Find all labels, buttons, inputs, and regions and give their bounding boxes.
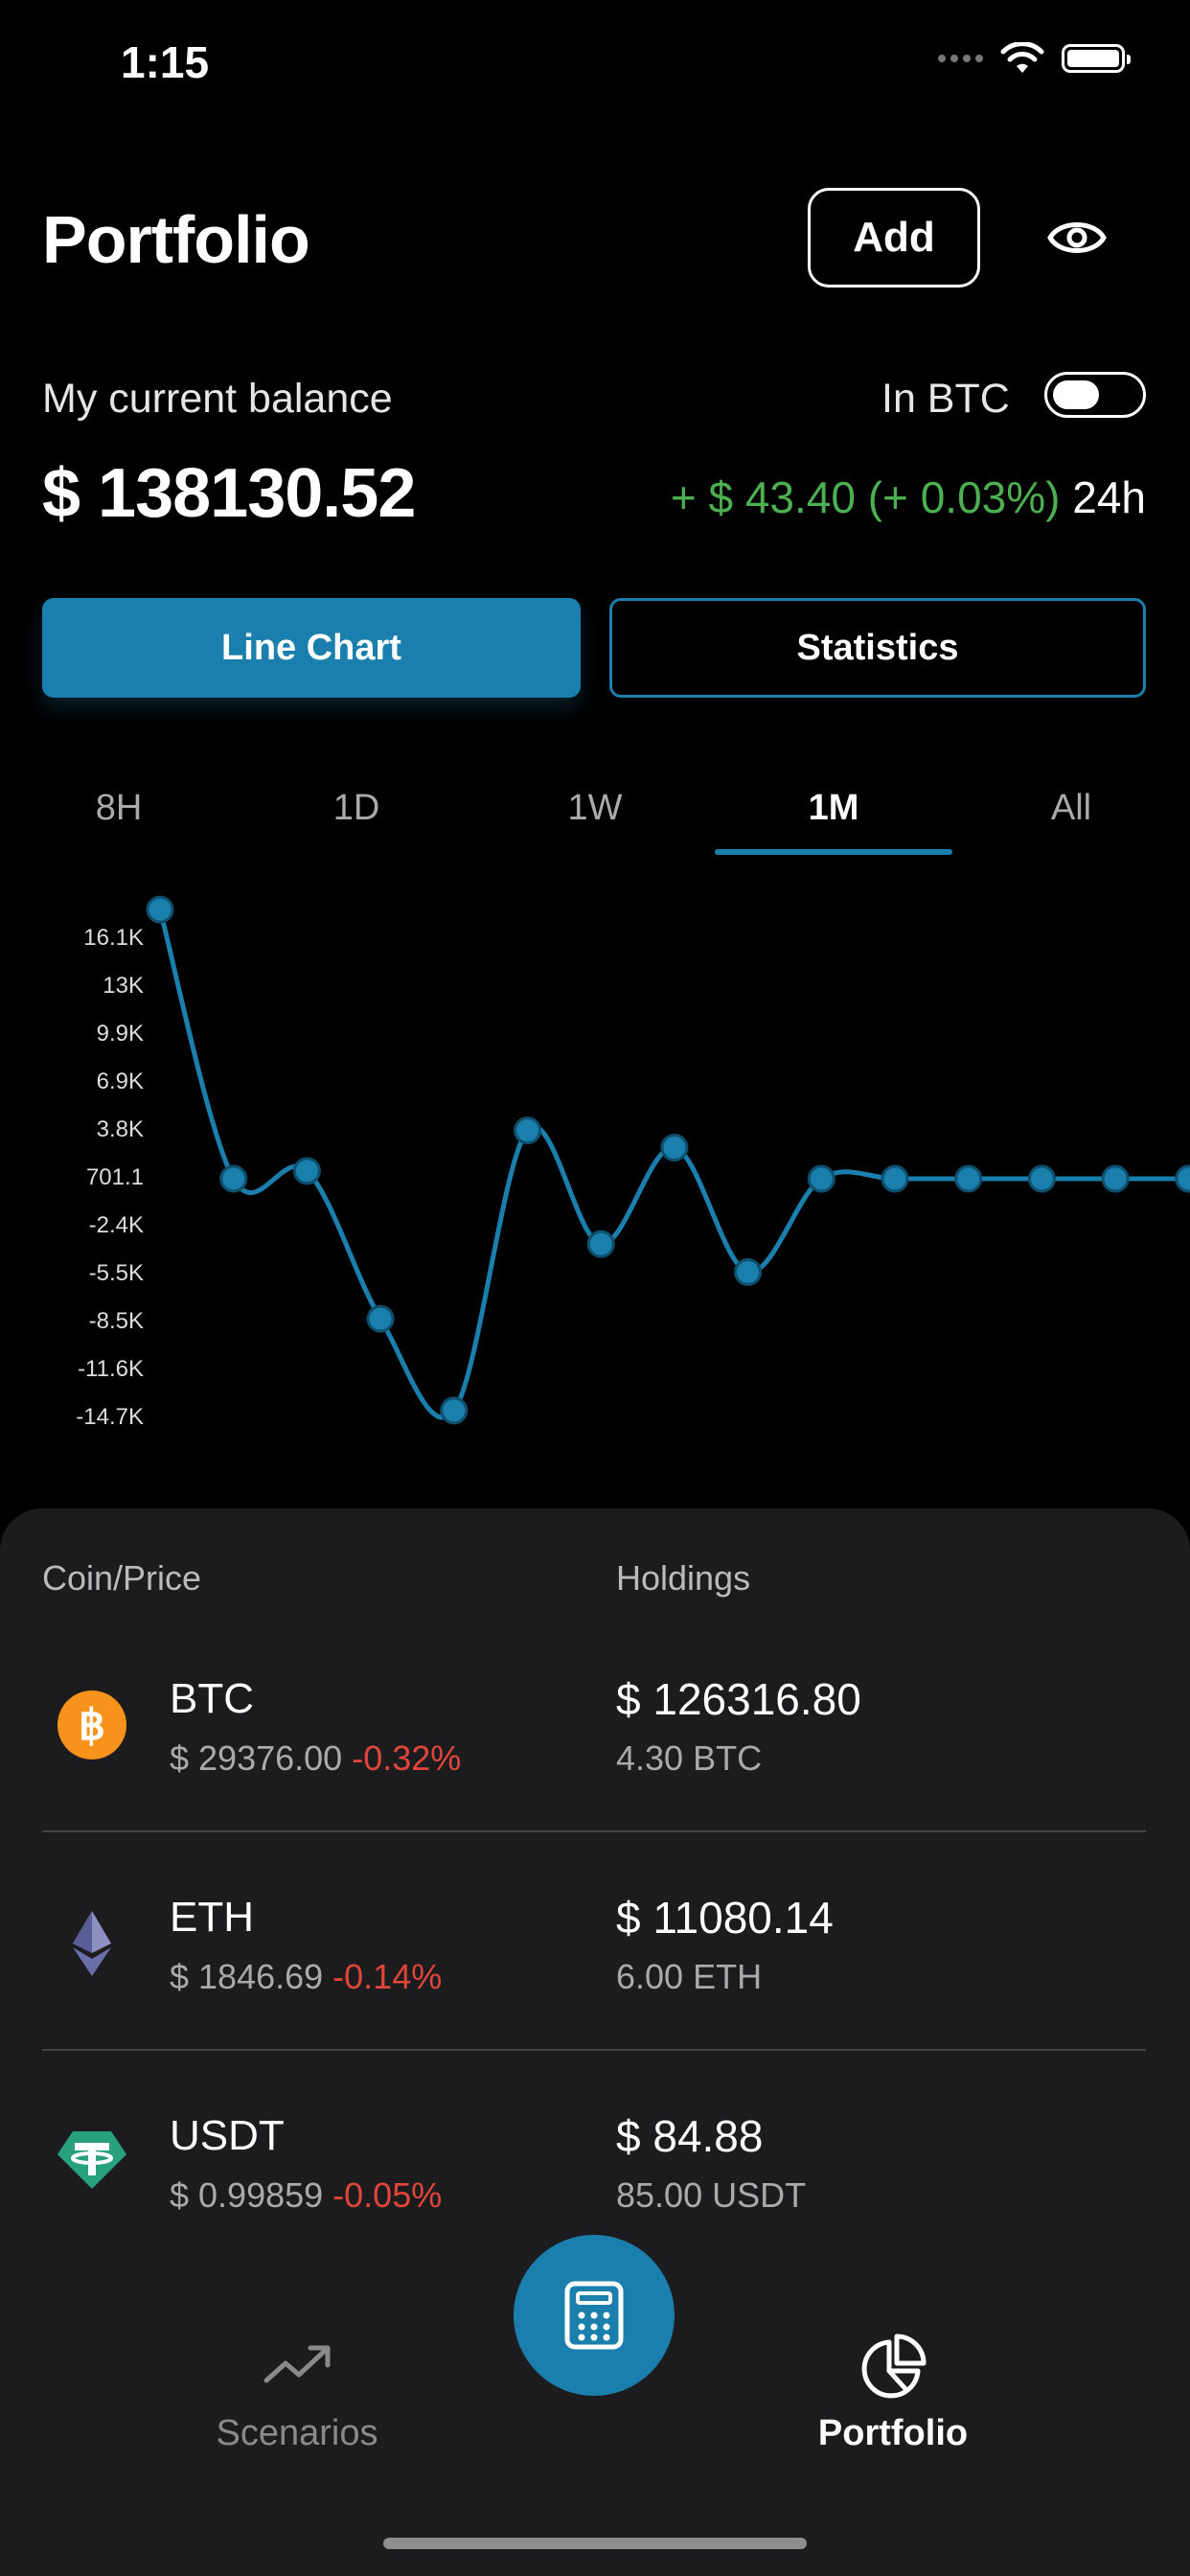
battery-icon [1062, 44, 1131, 73]
col-header-coin: Coin/Price [42, 1558, 202, 1598]
data-point[interactable] [807, 1164, 835, 1193]
coin-change: -0.05% [332, 2175, 443, 2215]
y-tick-label: -14.7K [76, 1404, 144, 1430]
trend-icon[interactable] [263, 2338, 333, 2390]
holding-amount: 4.30 BTC [616, 1738, 763, 1778]
divider [42, 1830, 1146, 1832]
bitcoin-icon: ฿ [57, 1690, 126, 1760]
data-point[interactable] [514, 1116, 541, 1145]
data-point[interactable] [586, 1230, 615, 1258]
tab-line-chart[interactable]: Line Chart [42, 598, 581, 698]
data-point[interactable] [1027, 1164, 1056, 1193]
y-tick-label: 13K [103, 973, 144, 999]
status-time: 1:15 [121, 37, 210, 87]
holding-row-eth[interactable] [0, 1832, 1190, 2051]
in-btc-label: In BTC [881, 376, 1010, 422]
coin-change: -0.32% [352, 1738, 462, 1778]
data-point[interactable] [660, 1134, 689, 1162]
coin-price: $ 29376.00 -0.32% [170, 1738, 461, 1779]
period-1m[interactable]: 1M [808, 788, 859, 828]
divider [42, 2049, 1146, 2051]
coin-symbol: BTC [170, 1675, 254, 1722]
period-1d[interactable]: 1D [332, 788, 380, 828]
holding-value: $ 84.88 [616, 2111, 764, 2161]
coin-symbol: ETH [170, 1894, 254, 1941]
ethereum-icon [73, 1911, 111, 1976]
line-chart [146, 895, 1190, 1425]
in-btc-toggle[interactable] [1044, 372, 1146, 418]
balance-change-value: + $ 43.40 (+ 0.03%) [670, 472, 1061, 522]
holding-amount: 6.00 ETH [616, 1957, 763, 1996]
holding-amount: 85.00 USDT [616, 2175, 807, 2215]
home-indicator [383, 2538, 807, 2549]
holding-value: $ 126316.80 [616, 1674, 861, 1724]
col-header-holdings: Holdings [616, 1558, 751, 1598]
tether-icon [57, 2131, 126, 2189]
data-point[interactable] [292, 1157, 321, 1185]
y-tick-label: 16.1K [83, 925, 144, 951]
calculator-icon [564, 2281, 624, 2350]
svg-text:฿: ฿ [79, 1702, 105, 1749]
toggle-knob [1053, 380, 1099, 409]
status-icons [938, 42, 1131, 75]
coin-price: $ 0.99859 -0.05% [170, 2175, 442, 2216]
coin-price-value: $ 1846.69 [170, 1957, 324, 1996]
y-tick-label: 6.9K [96, 1069, 144, 1094]
y-tick-label: -8.5K [88, 1308, 144, 1334]
y-tick-label: 9.9K [96, 1021, 144, 1046]
nav-scenarios[interactable]: Scenarios [216, 2413, 378, 2453]
calculator-button[interactable] [514, 2235, 675, 2396]
coin-change: -0.14% [332, 1957, 443, 1996]
wifi-icon [1000, 42, 1044, 73]
balance-change-period: 24h [1072, 472, 1146, 522]
nav-portfolio[interactable]: Portfolio [817, 2413, 969, 2453]
coin-price: $ 1846.69 -0.14% [170, 1957, 442, 1997]
pie-chart-icon[interactable] [858, 2333, 927, 2402]
y-tick-label: -5.5K [88, 1260, 144, 1286]
period-all[interactable]: All [1050, 788, 1092, 828]
coin-price-value: $ 29376.00 [170, 1738, 343, 1778]
coin-price-value: $ 0.99859 [170, 2175, 324, 2215]
data-point[interactable] [219, 1164, 248, 1193]
period-1w[interactable]: 1W [567, 788, 623, 828]
y-tick-label: -2.4K [88, 1212, 144, 1238]
period-8h[interactable]: 8H [95, 788, 143, 828]
data-point[interactable] [1175, 1164, 1190, 1193]
data-point[interactable] [734, 1257, 763, 1286]
data-point[interactable] [881, 1164, 909, 1193]
y-tick-label: 3.8K [96, 1116, 144, 1142]
tab-statistics[interactable]: Statistics [609, 598, 1146, 698]
coin-symbol: USDT [170, 2112, 285, 2159]
data-point[interactable] [1101, 1164, 1130, 1193]
eye-icon[interactable] [1046, 211, 1108, 264]
y-tick-label: 701.1 [85, 1164, 144, 1190]
signal-icon [938, 55, 983, 62]
data-point[interactable] [366, 1304, 395, 1333]
data-point[interactable] [954, 1164, 983, 1193]
balance-label: My current balance [42, 376, 393, 422]
holding-value: $ 11080.14 [616, 1893, 834, 1943]
data-point[interactable] [440, 1396, 469, 1425]
y-tick-label: -11.6K [78, 1356, 144, 1382]
balance-change: + $ 43.40 (+ 0.03%) 24h [671, 472, 1146, 523]
period-underline [715, 849, 952, 855]
data-point[interactable] [146, 895, 174, 924]
add-button[interactable]: Add [808, 188, 980, 288]
balance-value: $ 138130.52 [42, 455, 416, 532]
page-title: Portfolio [42, 202, 310, 277]
